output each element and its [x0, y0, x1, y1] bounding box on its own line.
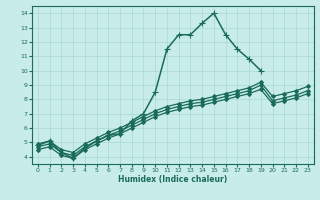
X-axis label: Humidex (Indice chaleur): Humidex (Indice chaleur) [118, 175, 228, 184]
